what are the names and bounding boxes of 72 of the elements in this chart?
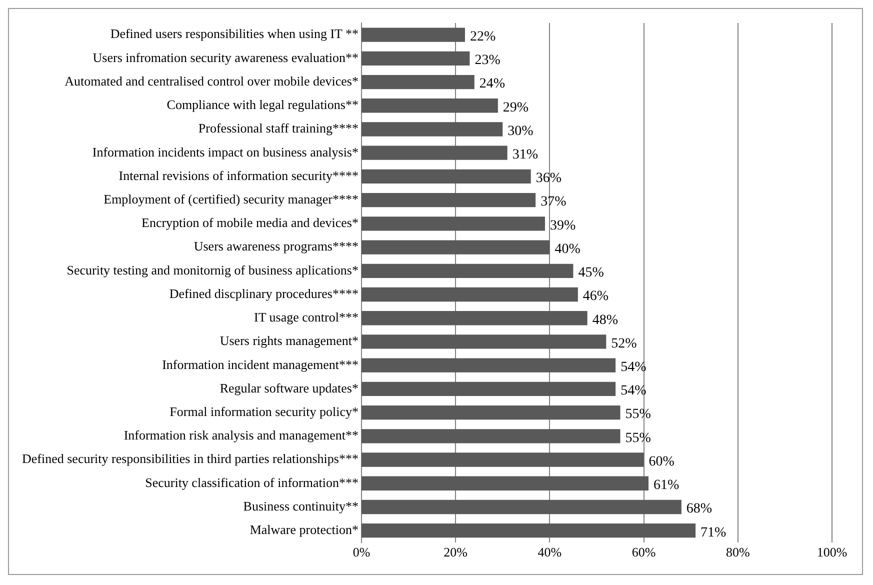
x-tick-label: 100% [816, 544, 848, 560]
data-label: 30% [508, 124, 534, 139]
y-tick-label: Automated and centralised control over mobile devices* [64, 73, 358, 88]
data-label: 39% [550, 218, 576, 234]
data-label: 22% [470, 29, 496, 44]
bar [361, 311, 588, 326]
data-label: 31% [512, 148, 538, 163]
bar [361, 74, 474, 90]
data-label: 23% [474, 53, 501, 68]
y-tick-label: Security classification of information*** [145, 474, 358, 490]
y-tick-label: Internal revisions of information security**** [118, 168, 358, 183]
data-label: 54% [620, 384, 647, 399]
y-tick-label: Information incident management*** [162, 356, 358, 372]
data-label: 71% [700, 525, 727, 540]
y-tick-label: Compliance with legal regulations** [166, 97, 358, 112]
bar [361, 500, 682, 514]
y-tick-label: Employment of (certified) security manager**** [104, 191, 358, 206]
y-tick-label: Defined users responsibilities when using IT ** [110, 26, 358, 42]
data-label: 45% [578, 266, 604, 281]
data-label: 37% [540, 194, 567, 210]
bar [361, 216, 545, 231]
x-tick-label: 40% [538, 544, 562, 560]
data-label: 54% [620, 360, 647, 376]
x-tick-label: 60% [632, 544, 656, 560]
data-label: 46% [582, 289, 609, 304]
bar [361, 122, 503, 136]
bar [361, 146, 508, 160]
bar [361, 28, 465, 42]
data-label: 68% [686, 502, 712, 517]
y-tick-label: Defined security responsibilities in third parties relationships*** [22, 451, 358, 466]
bar [361, 240, 550, 254]
y-tick-label: Users rights management* [220, 333, 358, 348]
y-tick-label: Users awareness programs**** [194, 238, 358, 254]
bar [361, 476, 648, 490]
bar [361, 51, 470, 66]
bar [361, 264, 574, 278]
y-tick-label: Information incidents impact on business analysis* [92, 144, 358, 160]
y-tick-label: Security testing and monitornig of business aplications* [66, 262, 358, 278]
data-label: 52% [611, 336, 638, 352]
y-tick-label: Users infromation security awareness evaluation** [92, 50, 358, 65]
x-tick-label: 0% [352, 544, 370, 560]
bar [361, 382, 616, 396]
x-tick-label: 20% [444, 544, 468, 560]
y-tick-label: Encryption of mobile media and devices* [142, 215, 358, 230]
bar [361, 452, 644, 467]
y-tick-label: Malware protection* [250, 522, 358, 538]
data-label: 55% [625, 430, 652, 446]
y-tick-label: Regular software updates* [220, 380, 358, 396]
data-label: 61% [654, 478, 680, 494]
data-label: 48% [592, 312, 618, 328]
y-tick-label: Formal information security policy* [170, 404, 358, 419]
y-tick-label: Defined discplinary procedures**** [169, 286, 358, 301]
bar [361, 169, 531, 184]
y-tick-label: Business continuity** [243, 498, 358, 514]
data-label: 29% [502, 100, 529, 116]
y-tick-label: Professional staff training**** [198, 120, 358, 136]
y-tick-label: IT usage control*** [254, 310, 358, 325]
data-label: 24% [479, 76, 506, 92]
bar [361, 524, 696, 538]
data-label: 60% [648, 454, 675, 470]
x-tick-label: 80% [726, 544, 750, 560]
bar [361, 287, 578, 302]
data-label: 40% [554, 242, 581, 257]
data-label: 55% [625, 407, 652, 422]
y-tick-label: Information risk analysis and management** [124, 428, 358, 443]
bar [361, 429, 620, 444]
bar [361, 98, 498, 113]
bar [361, 405, 620, 420]
data-label: 36% [536, 171, 562, 186]
bar [361, 358, 616, 372]
bar [361, 192, 536, 208]
bar [361, 334, 606, 349]
